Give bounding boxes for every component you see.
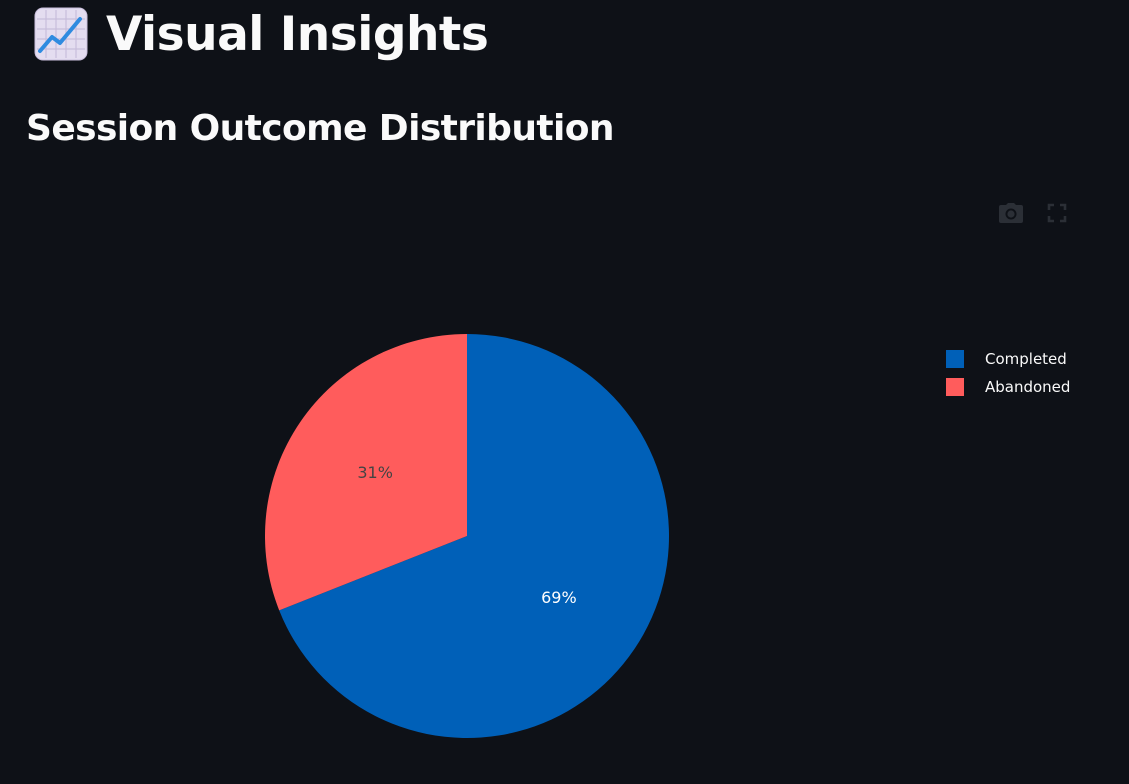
camera-icon[interactable]	[998, 200, 1024, 226]
legend-swatch	[946, 350, 964, 368]
legend-item-abandoned[interactable]: Abandoned	[946, 373, 1070, 401]
pie-chart: 69% 31%	[265, 334, 669, 738]
legend-label: Completed	[985, 350, 1067, 368]
slice-label-completed: 69%	[541, 588, 577, 607]
pie-slices	[265, 334, 669, 738]
page-header: Visual Insights	[34, 4, 489, 64]
chart-legend: Completed Abandoned	[946, 345, 1070, 401]
legend-item-completed[interactable]: Completed	[946, 345, 1070, 373]
legend-swatch	[946, 378, 964, 396]
chart-modebar	[998, 200, 1070, 226]
pie-slice-abandoned[interactable]	[265, 334, 467, 611]
pie-labels: 69% 31%	[357, 463, 576, 607]
slice-label-abandoned: 31%	[357, 463, 393, 482]
legend-label: Abandoned	[985, 378, 1071, 396]
chart-increasing-icon	[34, 7, 88, 61]
fullscreen-icon[interactable]	[1044, 200, 1070, 226]
page-title: Visual Insights	[106, 6, 489, 62]
pie-slice-completed[interactable]	[279, 334, 669, 738]
section-title: Session Outcome Distribution	[26, 108, 614, 149]
